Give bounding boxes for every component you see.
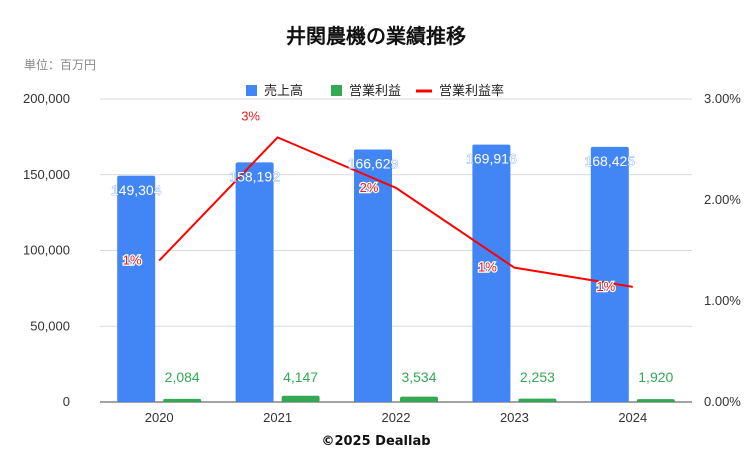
data-labels-layer: 149,304 2,084 1% 158,192 4,147 3% 166,629 3,534…: [111, 107, 674, 385]
x-tick-label: 2023: [500, 410, 529, 425]
legend-label-rate: 営業利益率: [439, 83, 504, 99]
profit-data-label: 3,534: [401, 369, 436, 385]
sales-bar: [117, 175, 156, 402]
profit-bar: [281, 395, 320, 402]
profit-bar: [400, 396, 438, 402]
x-tick-label: 2024: [618, 410, 647, 425]
y-right-tick-label: 3.00%: [704, 91, 741, 106]
sales-bar: [354, 149, 392, 402]
legend-swatch-sales: [246, 85, 257, 96]
sales-data-label: 169,916: [466, 151, 517, 167]
x-tick-label: 2020: [145, 410, 174, 425]
x-tick-label: 2021: [263, 410, 292, 425]
line-layer: [158, 136, 633, 288]
rate-data-label: 3%: [241, 108, 260, 123]
sales-data-label: 149,304: [111, 182, 162, 198]
chart-title: 井関農機の業績推移: [286, 24, 466, 48]
y-left-tick-label: 200,000: [23, 91, 70, 106]
profit-bar: [518, 398, 557, 402]
sales-data-label: 168,425: [584, 153, 635, 169]
sales-bar: [472, 144, 511, 402]
profit-bar: [163, 398, 202, 402]
rate-data-label: 2%: [360, 180, 379, 195]
legend-label-sales: 売上高: [264, 83, 303, 99]
rate-data-label: 1%: [478, 260, 497, 275]
bars-layer: [117, 144, 675, 402]
profit-data-label: 2,084: [165, 369, 200, 385]
profit-data-label: 1,920: [638, 369, 673, 385]
sales-bar: [590, 146, 629, 402]
y-left-tick-label: 100,000: [23, 243, 70, 258]
x-axis: 2020 2021 2022 2023 2024: [145, 410, 648, 425]
profit-data-label: 4,147: [283, 369, 318, 385]
sales-data-label: 158,192: [229, 168, 280, 184]
rate-line: [158, 136, 633, 288]
legend: 売上高 営業利益 営業利益率: [246, 83, 504, 99]
legend-swatch-profit: [331, 85, 342, 96]
y-left-tick-label: 0: [63, 394, 70, 409]
y-left-tick-label: 50,000: [30, 318, 70, 333]
unit-label: 単位：百万円: [24, 58, 97, 72]
copyright-footer: ©2025 Deallab: [321, 434, 431, 449]
rate-data-label: 1%: [123, 253, 142, 268]
sales-data-label: 166,629: [348, 156, 399, 172]
legend-label-profit: 営業利益: [349, 83, 401, 99]
profit-bar: [636, 399, 675, 402]
y-right-tick-label: 1.00%: [704, 293, 741, 308]
left-axis: 0 50,000 100,000 150,000 200,000: [23, 91, 70, 409]
profit-data-label: 2,253: [520, 369, 555, 385]
x-tick-label: 2022: [382, 410, 411, 425]
y-left-tick-label: 150,000: [23, 167, 70, 182]
y-right-tick-label: 2.00%: [704, 192, 741, 207]
y-right-tick-label: 0.00%: [704, 394, 741, 409]
sales-bar: [235, 162, 274, 402]
rate-data-label: 1%: [596, 279, 615, 294]
right-axis: 0.00% 1.00% 2.00% 3.00%: [704, 91, 741, 409]
